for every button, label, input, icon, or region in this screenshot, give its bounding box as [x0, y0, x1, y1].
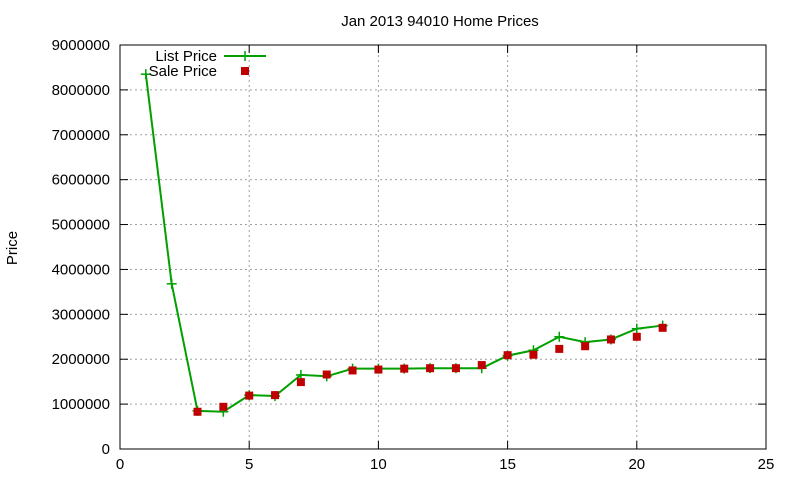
data-point	[658, 323, 667, 332]
axis-ticks: 0 1000000 2000000 3000000 4000000 5000000 6000…	[52, 37, 775, 473]
x-tick-label: 0	[116, 456, 124, 473]
data-point	[374, 365, 383, 374]
series-sale-price	[193, 323, 667, 416]
legend-label: Sale Price	[149, 63, 217, 80]
y-tick-label: 7000000	[52, 127, 110, 144]
data-point	[555, 344, 564, 353]
data-point	[503, 351, 512, 360]
data-point	[348, 366, 357, 375]
legend-label: List Price	[155, 48, 217, 65]
y-tick-label: 0	[102, 441, 110, 458]
data-point	[140, 69, 151, 80]
data-point	[271, 391, 280, 400]
chart-title: Jan 2013 94010 Home Prices	[341, 13, 539, 30]
legend-marker	[240, 51, 250, 61]
y-tick-label: 3000000	[52, 306, 110, 323]
data-point	[529, 350, 538, 359]
y-tick-label: 2000000	[52, 351, 110, 368]
y-tick-label: 9000000	[52, 37, 110, 54]
y-tick-label: 1000000	[52, 396, 110, 413]
series-list-price	[140, 69, 668, 417]
data-point	[322, 370, 331, 379]
data-point	[632, 332, 641, 341]
data-point	[606, 335, 615, 344]
y-tick-label: 5000000	[52, 217, 110, 234]
x-tick-label: 20	[628, 456, 645, 473]
y-tick-label: 8000000	[52, 82, 110, 99]
data-point	[426, 364, 435, 373]
data-point	[245, 391, 254, 400]
data-point	[400, 364, 409, 373]
data-point	[631, 323, 642, 334]
series-layer	[140, 69, 668, 417]
x-tick-label: 5	[245, 456, 253, 473]
data-point	[219, 402, 228, 411]
plot-border	[119, 44, 767, 450]
data-point	[296, 378, 305, 387]
x-tick-label: 15	[499, 456, 516, 473]
data-point	[581, 342, 590, 351]
data-point	[166, 278, 177, 289]
series-line	[144, 74, 663, 413]
y-tick-label: 4000000	[52, 261, 110, 278]
x-tick-label: 10	[370, 456, 387, 473]
x-tick-label: 25	[758, 456, 775, 473]
legend-marker	[241, 67, 249, 75]
data-point	[554, 331, 565, 342]
data-point	[451, 364, 460, 373]
y-tick-label: 6000000	[52, 172, 110, 189]
grid	[120, 45, 766, 449]
data-point	[193, 407, 202, 416]
y-axis-label: Price	[4, 231, 21, 265]
data-point	[477, 361, 486, 370]
